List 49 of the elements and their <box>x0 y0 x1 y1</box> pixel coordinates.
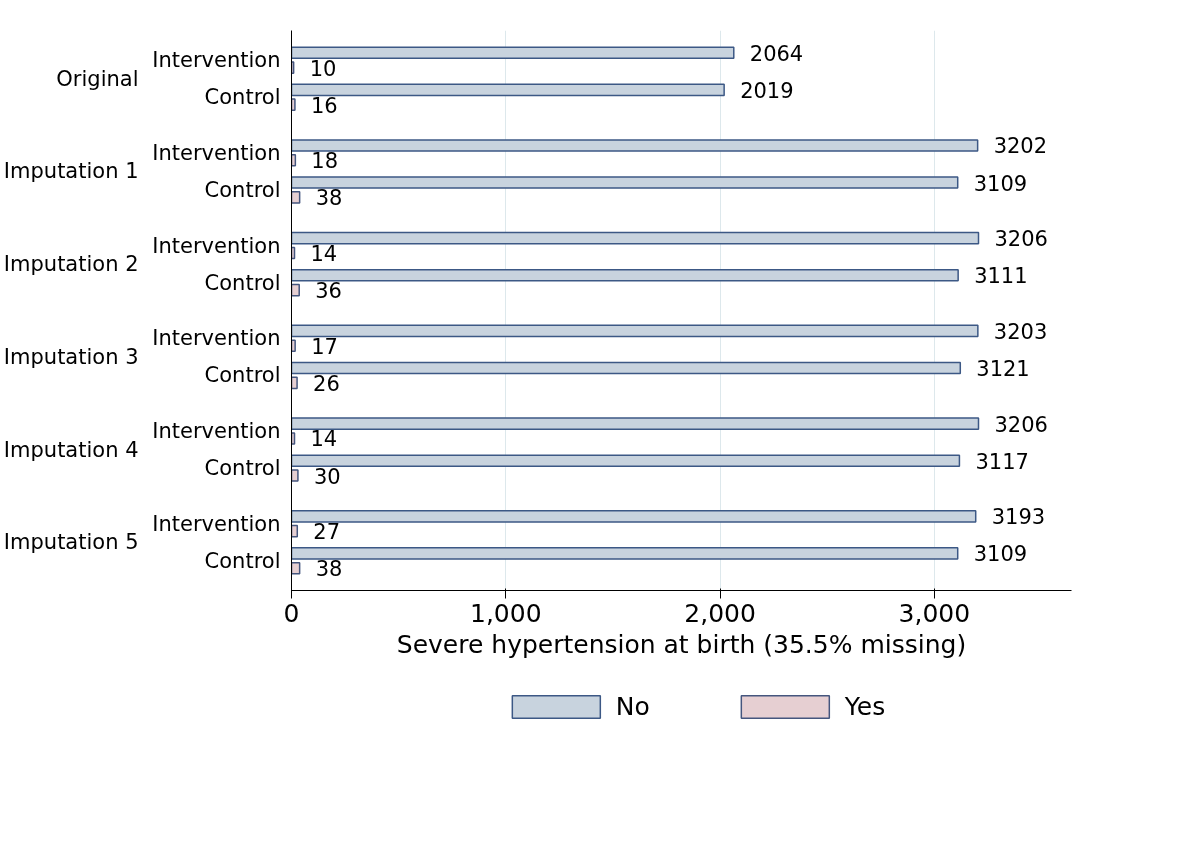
y-tick-label: Intervention <box>152 511 281 536</box>
text: Imputation 5 <box>3 530 139 555</box>
y-tick-label: Control <box>204 270 281 295</box>
y-tick-label: Intervention <box>152 48 281 73</box>
data-label: 3206 <box>994 227 1048 252</box>
data-label: 2064 <box>749 41 804 66</box>
text: Original <box>56 66 139 91</box>
text: Imputation 2 <box>3 252 139 277</box>
y-tick-label: Control <box>204 456 281 481</box>
text: Imputation 1 <box>3 159 139 184</box>
y-tick-label: Intervention <box>152 419 281 444</box>
data-label: 17 <box>311 334 338 359</box>
x-axis-title: Severe hypertension at birth (35.5% missing) <box>396 629 967 659</box>
legend-label: Yes <box>844 691 886 721</box>
y-tick-label: Intervention <box>152 326 281 351</box>
legend-label: No <box>615 691 650 721</box>
data-label: 3109 <box>973 171 1028 196</box>
y-tick-label: Intervention <box>152 233 281 258</box>
data-label: 30 <box>313 464 341 489</box>
data-label: 18 <box>311 149 339 174</box>
y-tick-label: Control <box>204 548 281 573</box>
data-label: 3193 <box>991 505 1046 530</box>
data-label: 3109 <box>973 542 1028 567</box>
y-tick-label: Control <box>204 177 281 202</box>
data-label: 14 <box>310 242 338 267</box>
y-tick-label: Control <box>204 85 281 110</box>
data-label: 3206 <box>994 412 1048 437</box>
x-tick-label: 1,000 <box>470 598 542 628</box>
data-label: 10 <box>309 56 337 81</box>
data-label: 27 <box>313 520 341 545</box>
data-label: 2019 <box>740 78 794 103</box>
x-tick-label: 2,000 <box>684 598 756 628</box>
data-label: 38 <box>315 186 343 211</box>
x-tick-label: 3,000 <box>898 598 971 628</box>
data-label: 36 <box>315 279 342 304</box>
y-tick-label: Control <box>204 363 281 388</box>
x-tick-label: 0 <box>283 598 300 628</box>
data-label: 26 <box>313 371 340 396</box>
text: Imputation 4 <box>3 437 139 462</box>
y-tick-label: Intervention <box>152 140 281 165</box>
data-label: 3117 <box>975 449 1029 474</box>
data-label: 14 <box>310 427 338 452</box>
data-label: 3203 <box>993 319 1048 344</box>
data-label: 3111 <box>974 264 1028 289</box>
data-label: 38 <box>315 557 343 582</box>
data-label: 3202 <box>993 134 1048 159</box>
text: Imputation 3 <box>3 344 139 369</box>
data-label: 16 <box>310 93 338 118</box>
data-label: 3121 <box>976 356 1030 381</box>
